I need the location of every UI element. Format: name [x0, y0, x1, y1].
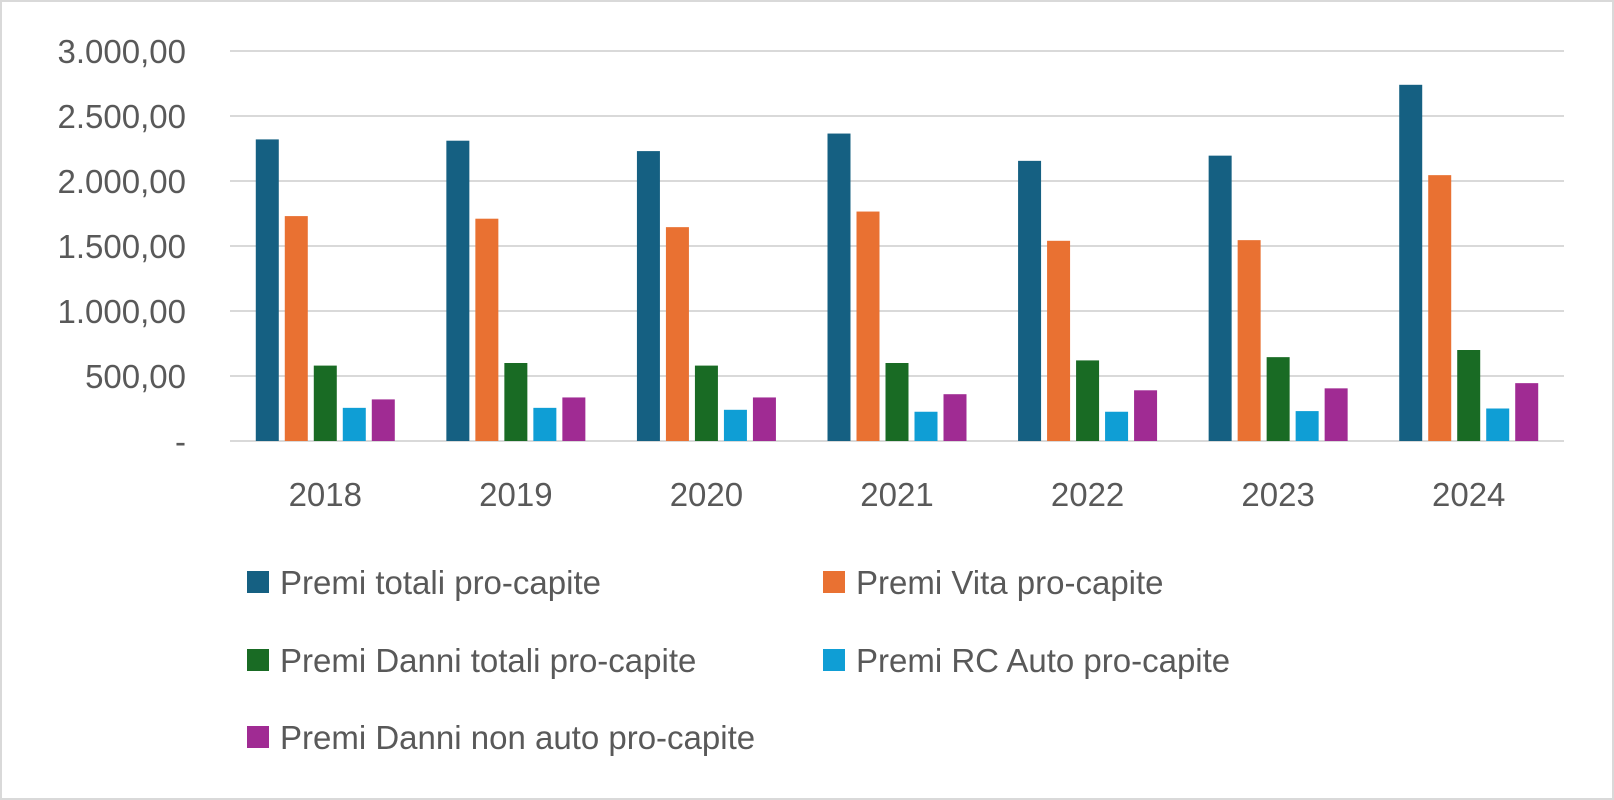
- bar-2024-series-1: [1399, 84, 1423, 442]
- bar-2024-series-2: [1428, 175, 1452, 441]
- bar-2024-series-5: [1515, 383, 1539, 441]
- bar-2021-series-3: [885, 363, 909, 441]
- bar-2018-series-1: [255, 139, 279, 441]
- legend-item: Premi Vita pro-capite: [823, 564, 1164, 601]
- bar-2022-series-3: [1076, 360, 1100, 441]
- bar-2021-series-5: [943, 394, 967, 441]
- legend-label: Premi Danni totali pro-capite: [280, 642, 696, 679]
- bar-2023-series-1: [1208, 155, 1232, 441]
- legend-swatch: [247, 649, 269, 671]
- legend-swatch: [823, 571, 845, 593]
- bar-2020-series-5: [752, 397, 776, 441]
- legend-label: Premi RC Auto pro-capite: [856, 642, 1230, 679]
- bar-2020-series-3: [694, 365, 718, 441]
- legend-label: Premi Danni non auto pro-capite: [280, 719, 755, 756]
- bar-2021-series-1: [827, 133, 851, 442]
- legend-swatch: [247, 726, 269, 748]
- bar-2020-series-2: [665, 227, 689, 441]
- bar-2022-series-2: [1047, 240, 1071, 441]
- legend-item: Premi RC Auto pro-capite: [823, 642, 1230, 679]
- y-axis-tick-labels: - 500,00 1.000,00 1.500,00 2.000,00 2.500,00 3…: [58, 33, 186, 460]
- x-axis-tick-labels: 2018 2019 2020 2021 2022 2023 2024: [289, 476, 1506, 513]
- bar-2023-series-2: [1237, 240, 1261, 441]
- bar-2023-series-5: [1324, 388, 1348, 441]
- x-tick-label: 2024: [1432, 476, 1505, 513]
- bar-2022-series-5: [1134, 390, 1158, 441]
- bar-2023-series-4: [1295, 411, 1319, 441]
- y-tick-label: 1.500,00: [58, 228, 186, 265]
- legend-swatch: [823, 649, 845, 671]
- bar-2023-series-3: [1266, 357, 1290, 441]
- bar-2019-series-1: [446, 140, 470, 441]
- bar-2024-series-4: [1486, 408, 1510, 441]
- legend-label: Premi totali pro-capite: [280, 564, 601, 601]
- legend-swatch: [247, 571, 269, 593]
- bar-2019-series-5: [562, 397, 586, 441]
- bar-2019-series-3: [504, 363, 528, 441]
- bar-2018-series-2: [284, 216, 308, 441]
- y-tick-label: 3.000,00: [58, 33, 186, 70]
- bar-2020-series-1: [636, 151, 660, 441]
- bar-2018-series-3: [313, 365, 337, 441]
- bar-2022-series-4: [1105, 411, 1129, 441]
- bar-2021-series-4: [914, 411, 938, 441]
- y-tick-label: -: [175, 423, 186, 460]
- legend: Premi totali pro-capite Premi Vita pro-ca…: [247, 564, 1230, 756]
- y-tick-label: 2.500,00: [58, 98, 186, 135]
- bar-2024-series-3: [1457, 350, 1481, 441]
- bar-2019-series-4: [533, 407, 557, 441]
- legend-item: Premi Danni totali pro-capite: [247, 642, 696, 679]
- y-tick-label: 1.000,00: [58, 293, 186, 330]
- x-tick-label: 2020: [670, 476, 743, 513]
- x-tick-label: 2019: [479, 476, 552, 513]
- bar-2020-series-4: [723, 409, 747, 441]
- x-tick-label: 2018: [289, 476, 362, 513]
- bar-2022-series-1: [1018, 160, 1042, 441]
- legend-label: Premi Vita pro-capite: [856, 564, 1164, 601]
- x-tick-label: 2023: [1241, 476, 1314, 513]
- legend-item: Premi Danni non auto pro-capite: [247, 719, 755, 756]
- y-tick-label: 2.000,00: [58, 163, 186, 200]
- x-tick-label: 2021: [860, 476, 933, 513]
- bar-2019-series-2: [475, 218, 499, 441]
- y-tick-label: 500,00: [85, 358, 186, 395]
- bar-2021-series-2: [856, 211, 880, 441]
- bars: [255, 84, 1539, 442]
- legend-item: Premi totali pro-capite: [247, 564, 601, 601]
- bar-2018-series-5: [371, 399, 395, 441]
- x-tick-label: 2022: [1051, 476, 1124, 513]
- bar-2018-series-4: [342, 407, 366, 441]
